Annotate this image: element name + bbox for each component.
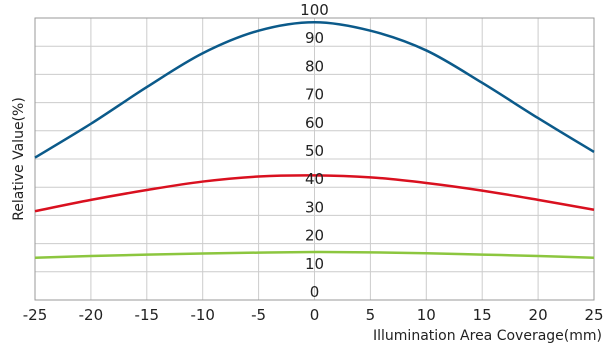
y-tick-label: 0 bbox=[310, 283, 320, 301]
y-axis-label: Relative Value(%) bbox=[11, 97, 27, 221]
x-tick-label: 15 bbox=[473, 306, 492, 324]
series-line-1 bbox=[34, 20, 595, 159]
series-line-2 bbox=[34, 174, 595, 213]
y-tick-label: 50 bbox=[305, 142, 324, 160]
y-tick-label: 90 bbox=[305, 29, 324, 47]
x-tick-label: 10 bbox=[417, 306, 436, 324]
y-tick-label: 60 bbox=[305, 114, 324, 132]
plot-frame bbox=[34, 17, 595, 301]
y-tick-label: 30 bbox=[305, 198, 324, 216]
y-tick-label: 10 bbox=[305, 255, 324, 273]
x-tick-label: 5 bbox=[366, 306, 376, 324]
y-tick-label: 20 bbox=[305, 227, 324, 245]
x-tick-label: -10 bbox=[190, 306, 215, 324]
x-tick-label: -25 bbox=[23, 306, 48, 324]
x-tick-label: 25 bbox=[584, 306, 603, 324]
x-tick-label: 20 bbox=[529, 306, 548, 324]
y-tick-labels: 0 10 20 30 40 50 60 70 80 90 100 bbox=[300, 1, 329, 301]
x-tick-label: 0 bbox=[310, 306, 320, 324]
x-tick-label: -5 bbox=[251, 306, 266, 324]
series-layer bbox=[34, 20, 595, 259]
y-tick-label: 40 bbox=[305, 170, 324, 188]
x-axis-label: Illumination Area Coverage(mm) bbox=[373, 328, 602, 344]
y-tick-label: 100 bbox=[300, 1, 329, 19]
series-line-3 bbox=[34, 250, 595, 259]
y-tick-label: 70 bbox=[305, 86, 324, 104]
x-tick-label: -20 bbox=[79, 306, 104, 324]
x-tick-labels: -25 -20 -15 -10 -5 0 5 10 15 20 25 bbox=[23, 306, 604, 324]
y-tick-label: 80 bbox=[305, 57, 324, 75]
x-tick-label: -15 bbox=[135, 306, 160, 324]
